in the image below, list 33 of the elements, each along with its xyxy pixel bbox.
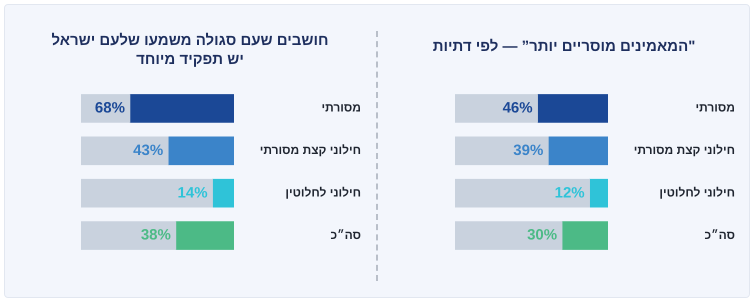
bar bbox=[548, 136, 608, 166]
data-label: 14% bbox=[178, 184, 208, 202]
y-tick-label: חילוני קצת מסורתי bbox=[260, 143, 361, 158]
bar bbox=[455, 178, 590, 208]
bar bbox=[212, 178, 234, 208]
bar bbox=[455, 94, 538, 123]
chart-title: "המאמינים מוסריים יותר” — לפי דתיות bbox=[432, 37, 696, 56]
bar bbox=[81, 136, 169, 166]
bar bbox=[168, 136, 234, 166]
bar bbox=[176, 221, 234, 250]
y-tick-label: מסורתי bbox=[321, 100, 361, 115]
bar bbox=[81, 178, 213, 208]
data-label: 68% bbox=[94, 100, 125, 117]
data-label: 46% bbox=[502, 100, 533, 117]
y-tick-label: סה״כ bbox=[330, 228, 361, 242]
y-tick-label: סה״כ bbox=[704, 228, 735, 242]
bar bbox=[537, 94, 608, 123]
bar bbox=[130, 94, 234, 123]
y-tick-label: חילוני לחלוטין bbox=[659, 186, 735, 200]
y-tick-label: חילוני לחלוטין bbox=[285, 186, 361, 200]
bar bbox=[455, 136, 549, 166]
chart-title: חושבים שעם סגולה משמעו שלעם ישראל יש תפקיד מיוחד bbox=[50, 31, 330, 69]
bar bbox=[455, 221, 562, 250]
y-tick-label: חילוני קצת מסורתי bbox=[634, 143, 735, 158]
bar bbox=[562, 221, 608, 250]
bar bbox=[81, 221, 176, 250]
data-label: 43% bbox=[133, 142, 164, 159]
data-label: 30% bbox=[527, 226, 558, 244]
y-tick-label: מסורתי bbox=[695, 100, 735, 115]
data-label: 39% bbox=[513, 142, 544, 159]
data-label: 12% bbox=[554, 184, 585, 202]
bar bbox=[589, 178, 608, 208]
data-label: 38% bbox=[140, 226, 171, 244]
